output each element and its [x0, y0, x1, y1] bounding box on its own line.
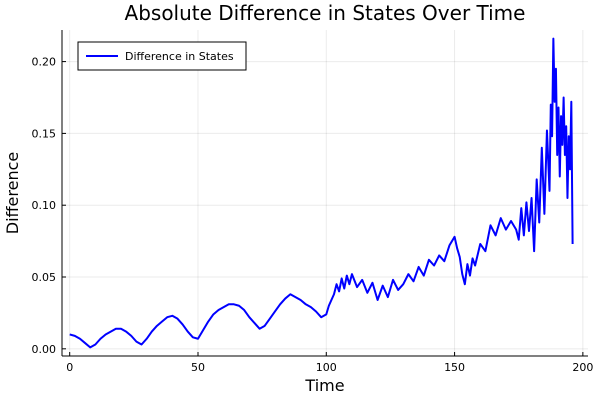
y-tick-label: 0.00 — [32, 343, 57, 356]
series-layer — [69, 37, 574, 349]
x-tick-label: 200 — [572, 361, 593, 374]
axes — [61, 30, 588, 357]
y-tick-label: 0.15 — [32, 127, 57, 140]
chart-title: Absolute Difference in States Over Time — [125, 1, 526, 25]
x-tick-label: 100 — [316, 361, 337, 374]
y-tick-label: 0.10 — [32, 199, 57, 212]
x-tick-label: 0 — [66, 361, 73, 374]
legend: Difference in States — [77, 41, 247, 71]
y-axis-title: Difference — [3, 152, 22, 234]
legend-label: Difference in States — [125, 50, 234, 63]
y-tick-label: 0.20 — [32, 56, 57, 69]
series-line-0 — [69, 37, 574, 349]
ticks: 0 50 100 150 200 0.00 0.05 0.10 0.15 0.20 — [32, 56, 594, 374]
x-axis-title: Time — [304, 376, 344, 395]
grid — [62, 30, 588, 356]
x-tick-label: 50 — [191, 361, 205, 374]
y-tick-label: 0.05 — [32, 271, 57, 284]
x-tick-label: 150 — [444, 361, 465, 374]
